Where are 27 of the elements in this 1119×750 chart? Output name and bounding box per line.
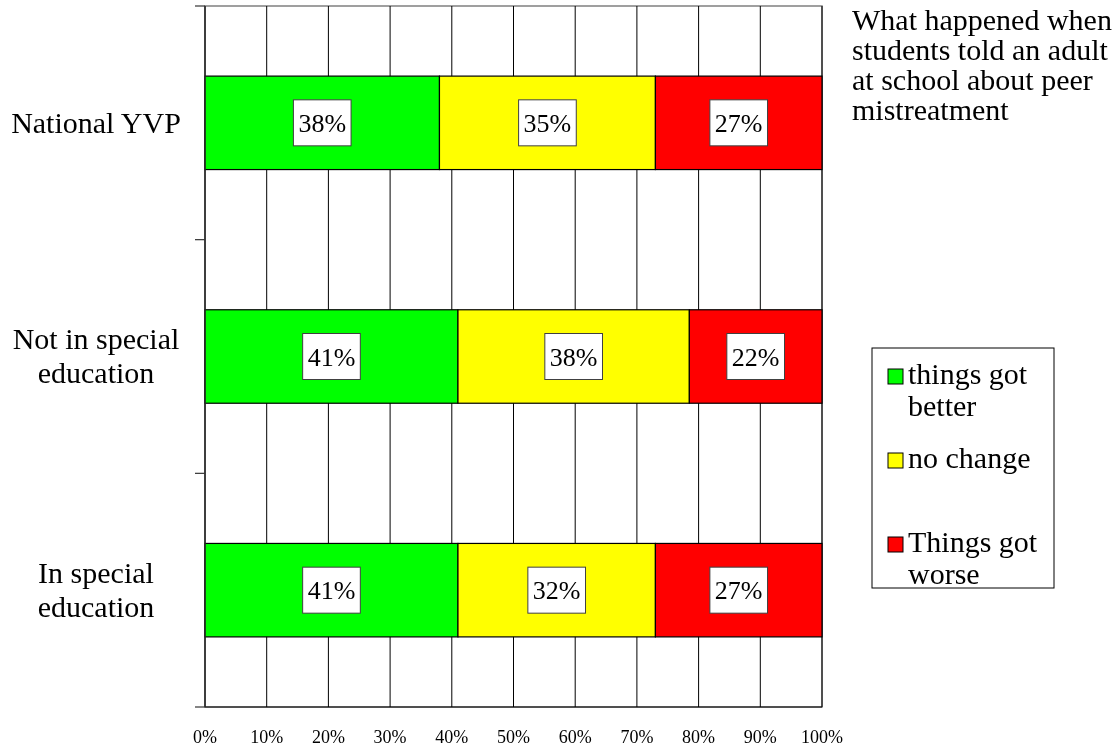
data-label: 27% — [714, 576, 763, 606]
x-tick-label: 40% — [435, 727, 469, 747]
x-tick-label: 20% — [311, 727, 345, 747]
x-tick-label: 30% — [373, 727, 407, 747]
data-label: 38% — [298, 108, 347, 138]
legend-label: no change — [908, 441, 1031, 474]
x-tick-label: 0% — [193, 727, 217, 747]
legend-label: Things got worse — [908, 525, 1038, 590]
x-tick-label: 70% — [620, 727, 654, 747]
data-label: 35% — [523, 108, 572, 138]
legend-label: things got better — [908, 357, 1028, 422]
data-label: 22% — [731, 342, 780, 372]
x-tick-label: 80% — [682, 727, 716, 747]
x-tick-label: 50% — [497, 727, 530, 747]
x-tick-label: 60% — [558, 727, 592, 747]
text: What happened when students told an adult at school about peer mistreatment — [852, 3, 1112, 126]
x-tick-label: 10% — [250, 727, 284, 747]
y-tick-label: Not in special education — [12, 322, 180, 390]
y-tick-label: In special education — [37, 556, 155, 624]
data-label: 27% — [714, 108, 763, 138]
x-tick-label: 100% — [801, 727, 843, 747]
data-label: 32% — [532, 576, 581, 606]
data-label: 38% — [549, 342, 598, 372]
y-tick-label: National YVP — [11, 105, 181, 139]
x-tick-label: 90% — [743, 727, 777, 747]
data-label: 41% — [307, 576, 356, 606]
data-label: 41% — [307, 342, 356, 372]
